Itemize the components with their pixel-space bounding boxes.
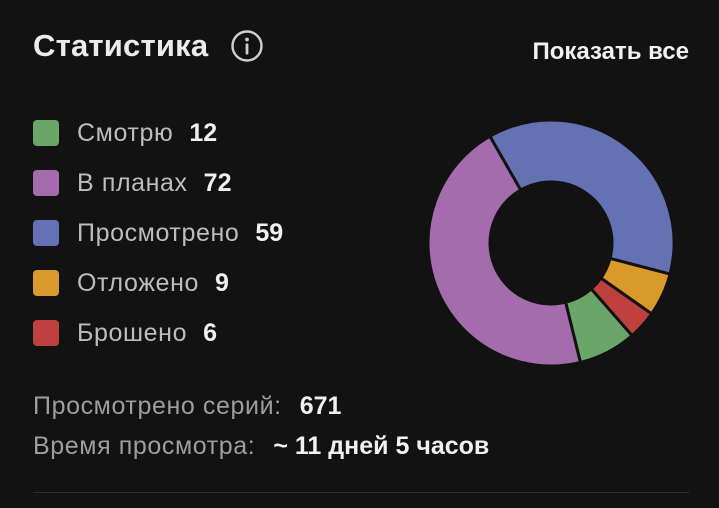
divider xyxy=(33,492,689,493)
legend-value: 9 xyxy=(214,268,229,297)
header: Статистика xyxy=(33,28,264,64)
watch-time-label: Время просмотра: xyxy=(33,431,256,460)
legend-value: 6 xyxy=(203,318,217,347)
donut-chart xyxy=(426,118,676,368)
chart-legend: Смотрю 12 В планах 72 Просмотрено 59 Отл… xyxy=(33,108,283,358)
show-all-link[interactable]: Показать все xyxy=(532,38,689,65)
legend-value: 12 xyxy=(189,118,218,147)
donut-slice-completed xyxy=(487,118,676,276)
legend-item-dropped: Брошено 6 xyxy=(33,308,283,358)
legend-label: Просмотрено xyxy=(77,218,240,247)
legend-item-planned: В планах 72 xyxy=(33,158,283,208)
legend-swatch xyxy=(33,170,59,196)
legend-item-completed: Просмотрено 59 xyxy=(33,208,283,258)
legend-swatch xyxy=(33,270,59,296)
watch-time-value: ~ 11 дней 5 часов xyxy=(273,431,490,460)
legend-value: 59 xyxy=(255,218,284,247)
legend-swatch xyxy=(33,320,59,346)
legend-label: В планах xyxy=(77,168,188,197)
watch-time-row: Время просмотра: ~ 11 дней 5 часов xyxy=(33,426,489,466)
legend-label: Брошено xyxy=(77,318,188,347)
episodes-row: Просмотрено серий: 671 xyxy=(33,386,489,426)
stats-summary: Просмотрено серий: 671 Время просмотра: … xyxy=(33,386,489,466)
episodes-value: 671 xyxy=(299,391,342,420)
legend-label: Смотрю xyxy=(77,118,174,147)
legend-swatch xyxy=(33,120,59,146)
legend-item-on-hold: Отложено 9 xyxy=(33,258,283,308)
section-title: Статистика xyxy=(33,28,209,63)
legend-item-watching: Смотрю 12 xyxy=(33,108,283,158)
donut-slice-planned xyxy=(426,134,583,368)
episodes-label: Просмотрено серий: xyxy=(33,391,282,420)
legend-label: Отложено xyxy=(77,268,199,297)
info-icon[interactable] xyxy=(230,29,264,63)
legend-swatch xyxy=(33,220,59,246)
legend-value: 72 xyxy=(203,168,232,197)
